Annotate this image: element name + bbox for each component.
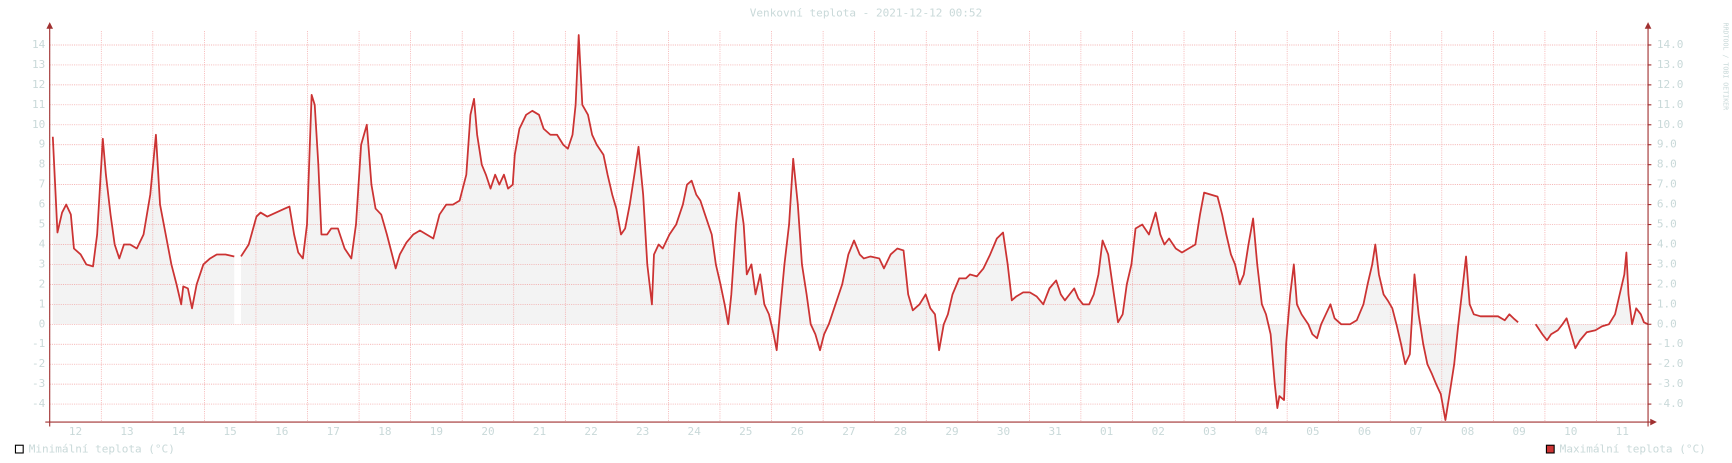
legend-label: Maximální teplota (°C) xyxy=(1560,443,1706,456)
y-tick-label: 14 xyxy=(32,38,46,51)
x-tick-label: 20 xyxy=(481,425,494,438)
x-tick-label: 22 xyxy=(584,425,597,438)
x-tick-label: 09 xyxy=(1513,425,1526,438)
legend-swatch xyxy=(14,444,24,454)
x-tick-label: 08 xyxy=(1461,425,1474,438)
y-tick-label: 1 xyxy=(39,297,46,310)
x-tick-label: 29 xyxy=(945,425,958,438)
x-tick-label: 12 xyxy=(69,425,82,438)
x-tick-label: 07 xyxy=(1409,425,1422,438)
x-tick-label: 30 xyxy=(997,425,1010,438)
x-tick-label: 19 xyxy=(430,425,443,438)
y-tick-label: 6 xyxy=(39,198,46,211)
y2-tick-label: 12.0 xyxy=(1657,78,1684,91)
y-tick-label: 13 xyxy=(32,58,45,71)
y2-tick-label: -2.0 xyxy=(1657,357,1684,370)
data-line xyxy=(240,34,1519,421)
x-tick-label: 27 xyxy=(842,425,855,438)
x-tick-label: 04 xyxy=(1255,425,1269,438)
x-tick-label: 28 xyxy=(894,425,907,438)
axis-arrow xyxy=(46,22,54,29)
y-tick-label: 10 xyxy=(32,118,45,131)
y2-tick-label: 2.0 xyxy=(1657,277,1677,290)
y-tick-label: 9 xyxy=(39,138,46,151)
y-tick-label: 3 xyxy=(39,257,46,270)
y2-tick-label: 1.0 xyxy=(1657,297,1677,310)
legend-label: Minimální teplota (°C) xyxy=(29,443,175,456)
y-tick-label: -3 xyxy=(32,377,45,390)
y2-tick-label: -4.0 xyxy=(1657,397,1684,410)
y2-tick-label: 10.0 xyxy=(1657,118,1684,131)
y2-tick-label: 14.0 xyxy=(1657,38,1684,51)
legend-swatch xyxy=(1545,444,1555,454)
x-tick-label: 11 xyxy=(1616,425,1629,438)
y-tick-label: 12 xyxy=(32,78,45,91)
y2-tick-label: 9.0 xyxy=(1657,138,1677,151)
y-tick-label: 5 xyxy=(39,218,46,231)
x-tick-label: 17 xyxy=(327,425,340,438)
y2-tick-label: 8.0 xyxy=(1657,158,1677,171)
y-tick-label: 11 xyxy=(32,98,45,111)
x-tick-label: 14 xyxy=(172,425,186,438)
y2-tick-label: 3.0 xyxy=(1657,257,1677,270)
x-tick-label: 15 xyxy=(224,425,237,438)
y-tick-label: 8 xyxy=(39,158,46,171)
y-tick-label: -4 xyxy=(32,397,46,410)
y-tick-label: 7 xyxy=(39,178,46,191)
x-tick-label: 21 xyxy=(533,425,546,438)
x-tick-label: 23 xyxy=(636,425,649,438)
x-tick-label: 25 xyxy=(739,425,752,438)
x-tick-label: 06 xyxy=(1358,425,1371,438)
y2-tick-label: 5.0 xyxy=(1657,218,1677,231)
x-tick-label: 16 xyxy=(275,425,288,438)
x-tick-label: 18 xyxy=(378,425,391,438)
x-tick-label: 05 xyxy=(1306,425,1319,438)
x-tick-label: 02 xyxy=(1152,425,1165,438)
x-tick-label: 01 xyxy=(1100,425,1113,438)
y-tick-label: 2 xyxy=(39,277,46,290)
y-tick-label: 0 xyxy=(39,317,46,330)
chart-title: Venkovní teplota - 2021-12-12 00:52 xyxy=(750,6,982,19)
area xyxy=(52,134,235,325)
x-tick-label: 24 xyxy=(688,425,702,438)
area xyxy=(240,35,1519,421)
y2-tick-label: 6.0 xyxy=(1657,198,1677,211)
y2-tick-label: -1.0 xyxy=(1657,337,1684,350)
y2-tick-label: 13.0 xyxy=(1657,58,1684,71)
y-tick-label: 4 xyxy=(39,237,46,250)
data-line xyxy=(1534,251,1649,350)
x-tick-label: 31 xyxy=(1048,425,1061,438)
y2-tick-label: 0.0 xyxy=(1657,317,1677,330)
data-line xyxy=(51,133,235,310)
x-tick-label: 26 xyxy=(791,425,804,438)
x-tick-label: 03 xyxy=(1203,425,1216,438)
x-tick-label: 10 xyxy=(1564,425,1577,438)
y-tick-label: -1 xyxy=(32,337,45,350)
axis-arrow xyxy=(1644,22,1652,29)
x-tick-label: 13 xyxy=(120,425,133,438)
y2-tick-label: 11.0 xyxy=(1657,98,1684,111)
y2-tick-label: 4.0 xyxy=(1657,237,1677,250)
y2-tick-label: 7.0 xyxy=(1657,178,1677,191)
y-tick-label: -2 xyxy=(32,357,45,370)
y2-tick-label: -3.0 xyxy=(1657,377,1684,390)
axis-arrow xyxy=(1650,418,1657,426)
watermark: RRDTOOL / TOBI OETIKER xyxy=(1721,23,1729,111)
